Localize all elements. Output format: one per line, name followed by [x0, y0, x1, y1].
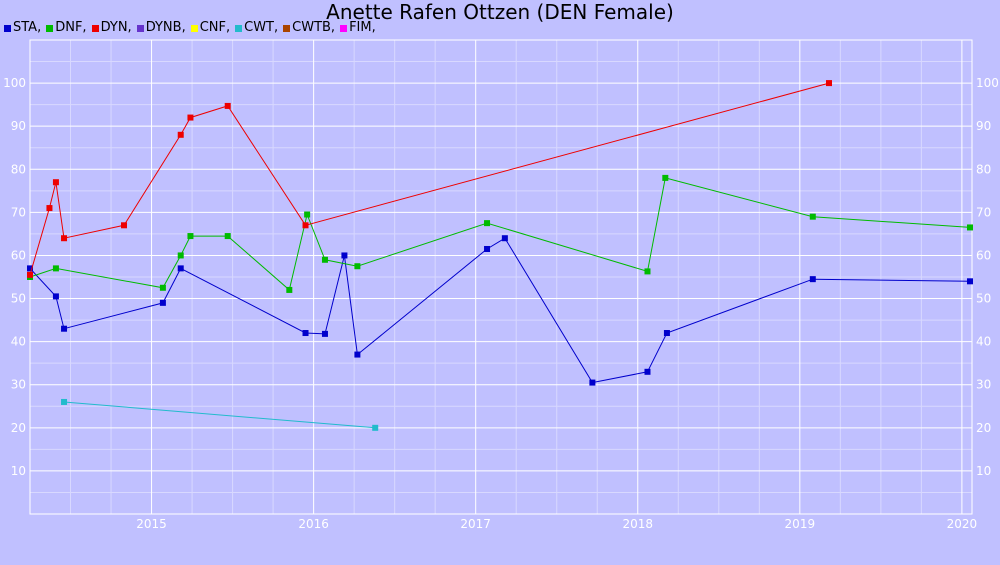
legend-label: CNF,: [199, 20, 231, 35]
legend-swatch: [136, 24, 144, 32]
y-tick-label-left: 70: [11, 205, 26, 219]
legend-swatch: [283, 24, 291, 32]
data-point-sta: [484, 245, 491, 252]
data-point-sta: [177, 265, 184, 272]
data-point-sta: [341, 252, 348, 259]
x-tick-label: 2020: [947, 517, 978, 531]
legend-label: STA,: [13, 20, 42, 35]
data-point-dnf: [809, 213, 816, 220]
data-point-cwt: [61, 398, 68, 405]
data-point-dnf: [644, 268, 651, 275]
data-point-sta: [354, 351, 361, 358]
y-tick-label-right: 80: [976, 162, 991, 176]
data-point-dnf: [286, 286, 293, 293]
data-point-sta: [644, 368, 651, 375]
y-tick-label-left: 60: [11, 248, 26, 262]
legend-item: CWTB,: [283, 20, 335, 36]
data-point-sta: [809, 276, 816, 283]
legend-swatch: [190, 24, 198, 32]
x-tick-label: 2019: [785, 517, 816, 531]
y-tick-label-left: 20: [11, 421, 26, 435]
legend-label: CWTB,: [292, 20, 336, 35]
legend-swatch: [91, 24, 99, 32]
legend-label: FIM,: [349, 20, 376, 35]
legend-item: DYNB,: [136, 20, 186, 36]
y-tick-label-left: 90: [11, 119, 26, 133]
data-point-sta: [52, 293, 59, 300]
data-point-dyn: [121, 222, 127, 229]
data-point-dyn: [302, 222, 309, 229]
legend-label: DYNB,: [145, 20, 186, 35]
data-point-dnf: [52, 265, 59, 272]
y-tick-label-left: 100: [3, 76, 26, 90]
data-point-dyn: [27, 271, 33, 278]
legend-label: CWT,: [244, 20, 279, 35]
data-point-dnf: [177, 252, 184, 259]
legend-item: CNF,: [190, 20, 231, 36]
data-point-dyn: [187, 114, 194, 121]
data-point-sta: [663, 330, 670, 337]
data-point-sta: [27, 265, 33, 272]
y-tick-label-right: 10: [976, 464, 991, 478]
y-tick-label-left: 10: [11, 464, 26, 478]
y-tick-label-left: 30: [11, 378, 26, 392]
legend-label: DNF,: [55, 20, 87, 35]
data-point-sta: [501, 235, 508, 242]
legend-item: CWT,: [235, 20, 278, 36]
data-point-dnf: [967, 224, 973, 231]
data-point-dyn: [46, 205, 53, 212]
data-point-cwt: [372, 424, 379, 431]
x-tick-label: 2017: [460, 517, 491, 531]
y-tick-label-right: 70: [976, 205, 991, 219]
data-point-dnf: [187, 233, 194, 240]
data-point-dnf: [159, 284, 166, 291]
legend-item: FIM,: [340, 20, 376, 36]
x-tick-label: 2016: [298, 517, 329, 531]
data-point-dyn: [177, 131, 184, 138]
data-point-sta: [159, 299, 166, 306]
y-tick-label-left: 40: [11, 335, 26, 349]
y-tick-label-right: 100: [976, 76, 999, 90]
data-point-dnf: [484, 220, 491, 227]
data-point-sta: [589, 379, 596, 386]
legend-swatch: [46, 24, 54, 32]
legend-item: DYN,: [91, 20, 132, 36]
series-line-cwt: [63, 401, 376, 429]
data-point-dnf: [304, 211, 311, 218]
legend-swatch: [235, 24, 243, 32]
data-point-dyn: [61, 235, 68, 242]
x-tick-label: 2018: [622, 517, 653, 531]
data-point-sta: [61, 325, 68, 332]
legend-item: STA,: [4, 20, 41, 36]
y-tick-label-right: 50: [976, 292, 991, 306]
y-tick-label-right: 30: [976, 378, 991, 392]
chart-legend: STA, DNF, DYN, DYNB, CNF, CWT, CWTB, FIM,: [4, 20, 379, 36]
y-tick-label-right: 40: [976, 335, 991, 349]
legend-swatch: [4, 24, 11, 32]
legend-item: DNF,: [46, 20, 87, 36]
data-point-dyn: [224, 102, 231, 109]
y-tick-label-right: 20: [976, 421, 991, 435]
legend-swatch: [340, 24, 348, 32]
x-tick-label: 2015: [136, 517, 167, 531]
y-tick-label-right: 90: [976, 119, 991, 133]
data-point-sta: [302, 330, 309, 337]
series-line-dyn: [29, 82, 830, 275]
y-tick-label-left: 80: [11, 162, 26, 176]
series-line-sta: [29, 237, 971, 384]
data-point-dnf: [321, 256, 328, 263]
chart-title: Anette Rafen Ottzen (DEN Female): [326, 0, 674, 24]
data-point-dyn: [826, 80, 832, 87]
data-point-sta: [967, 278, 973, 285]
data-point-dnf: [354, 263, 361, 270]
data-point-dyn: [52, 179, 59, 186]
data-point-dnf: [224, 233, 231, 240]
data-point-sta: [321, 330, 328, 337]
legend-label: DYN,: [100, 20, 132, 35]
data-point-dnf: [662, 174, 669, 181]
y-tick-label-right: 60: [976, 248, 991, 262]
y-tick-label-left: 50: [11, 292, 26, 306]
